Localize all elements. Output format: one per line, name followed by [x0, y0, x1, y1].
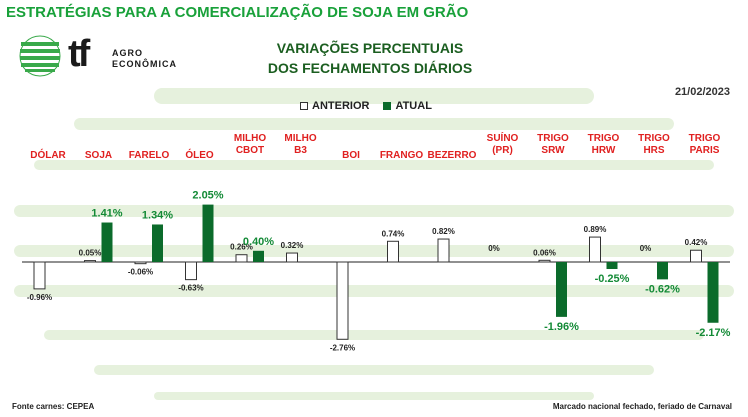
legend-swatch-atual	[383, 102, 392, 110]
data-label-anterior: 0.82%	[432, 227, 455, 236]
bar-anterior	[235, 254, 248, 263]
data-label-anterior: 0.05%	[79, 249, 102, 258]
background-stripe	[14, 245, 734, 257]
source-note: Fonte carnes: CEPEA	[12, 402, 95, 411]
data-label-anterior: 0.26%	[230, 243, 253, 252]
data-label-anterior: -2.76%	[330, 343, 355, 352]
background-stripe	[74, 118, 674, 130]
bar-anterior	[387, 240, 399, 263]
legend: ANTERIOR ATUAL	[300, 100, 432, 112]
category-label: TRIGO PARIS	[689, 133, 721, 156]
logo-text-economica: ECONÔMICA	[112, 59, 177, 69]
data-label-atual: -0.62%	[645, 283, 680, 295]
legend-item-anterior: ANTERIOR	[300, 100, 369, 112]
bar-anterior	[336, 261, 349, 340]
bar-atual	[253, 250, 264, 262]
data-label-anterior: -0.06%	[128, 268, 153, 277]
data-label-atual: 1.34%	[142, 209, 173, 221]
bar-anterior	[690, 249, 702, 263]
data-label-anterior: -0.63%	[178, 284, 203, 293]
data-label-atual: 0.40%	[243, 236, 274, 248]
category-label: BEZERRO	[428, 150, 477, 161]
background-stripe	[154, 392, 594, 400]
background-stripe	[94, 365, 654, 375]
logo-text-agro: AGRO	[112, 48, 143, 58]
market-note: Marcado nacional fechado, feriado de Car…	[552, 402, 732, 411]
chart-date: 21/02/2023	[674, 86, 730, 98]
category-label: DÓLAR	[30, 148, 66, 161]
bar-atual	[657, 262, 668, 280]
bar-anterior	[538, 259, 551, 263]
category-label: MILHO B3	[284, 133, 316, 156]
bar-atual	[101, 222, 113, 262]
bar-anterior	[84, 260, 96, 263]
bar-atual	[152, 224, 163, 262]
chart-title-line-2: DOS FECHAMENTOS DIÁRIOS	[267, 60, 473, 76]
bar-anterior	[437, 238, 450, 263]
background-stripe	[14, 205, 734, 217]
background-stripe	[14, 285, 734, 297]
bar-anterior	[185, 261, 197, 281]
data-label-anterior: 0%	[488, 244, 500, 253]
data-label-atual: 2.05%	[192, 190, 223, 202]
data-label-anterior: 0.06%	[533, 248, 556, 257]
bar-atual	[556, 262, 567, 317]
bar-anterior	[589, 236, 601, 263]
data-label-anterior: 0.89%	[584, 225, 607, 234]
bar-anterior	[286, 252, 298, 263]
globe-icon	[19, 35, 61, 77]
category-label: BOI	[342, 150, 360, 161]
category-label: ÓLEO	[185, 148, 214, 161]
background-stripe	[34, 160, 714, 170]
category-label: FRANGO	[380, 150, 424, 161]
bar-anterior	[134, 261, 147, 265]
chart-title-line-1: VARIAÇÕES PERCENTUAIS	[276, 40, 464, 56]
logo-mark: tf	[68, 33, 90, 75]
data-label-anterior: 0.32%	[281, 241, 304, 250]
category-label: MILHO CBOT	[234, 133, 266, 156]
data-label-anterior: 0%	[640, 244, 652, 253]
data-label-anterior: 0.74%	[382, 229, 405, 238]
data-label-anterior: 0.42%	[685, 238, 708, 247]
legend-label-atual: ATUAL	[395, 100, 432, 112]
category-label: FARELO	[129, 150, 170, 161]
background-stripe	[44, 330, 704, 340]
bar-atual	[606, 262, 618, 269]
category-label: SOJA	[85, 150, 112, 161]
data-label-atual: -0.25%	[595, 273, 630, 285]
legend-label-anterior: ANTERIOR	[312, 100, 370, 112]
category-label: TRIGO HRS	[638, 133, 670, 156]
legend-swatch-anterior	[300, 102, 308, 110]
category-label: SUÍNO (PR)	[487, 131, 519, 156]
page-title: ESTRATÉGIAS PARA A COMERCIALIZAÇÃO DE SO…	[6, 4, 469, 21]
bar-atual	[707, 262, 719, 323]
legend-item-atual: ATUAL	[383, 100, 432, 112]
category-label: TRIGO HRW	[588, 133, 620, 156]
data-label-atual: 1.41%	[91, 208, 122, 220]
data-label-atual: -1.96%	[544, 321, 579, 333]
logo: tf AGRO ECONÔMICA	[18, 34, 178, 78]
background-stripe	[154, 88, 594, 104]
bar-atual	[202, 204, 214, 262]
data-label-anterior: -0.96%	[27, 293, 52, 302]
category-label: TRIGO SRW	[537, 133, 569, 156]
bar-anterior	[33, 261, 46, 290]
data-label-atual: -2.17%	[696, 327, 731, 339]
